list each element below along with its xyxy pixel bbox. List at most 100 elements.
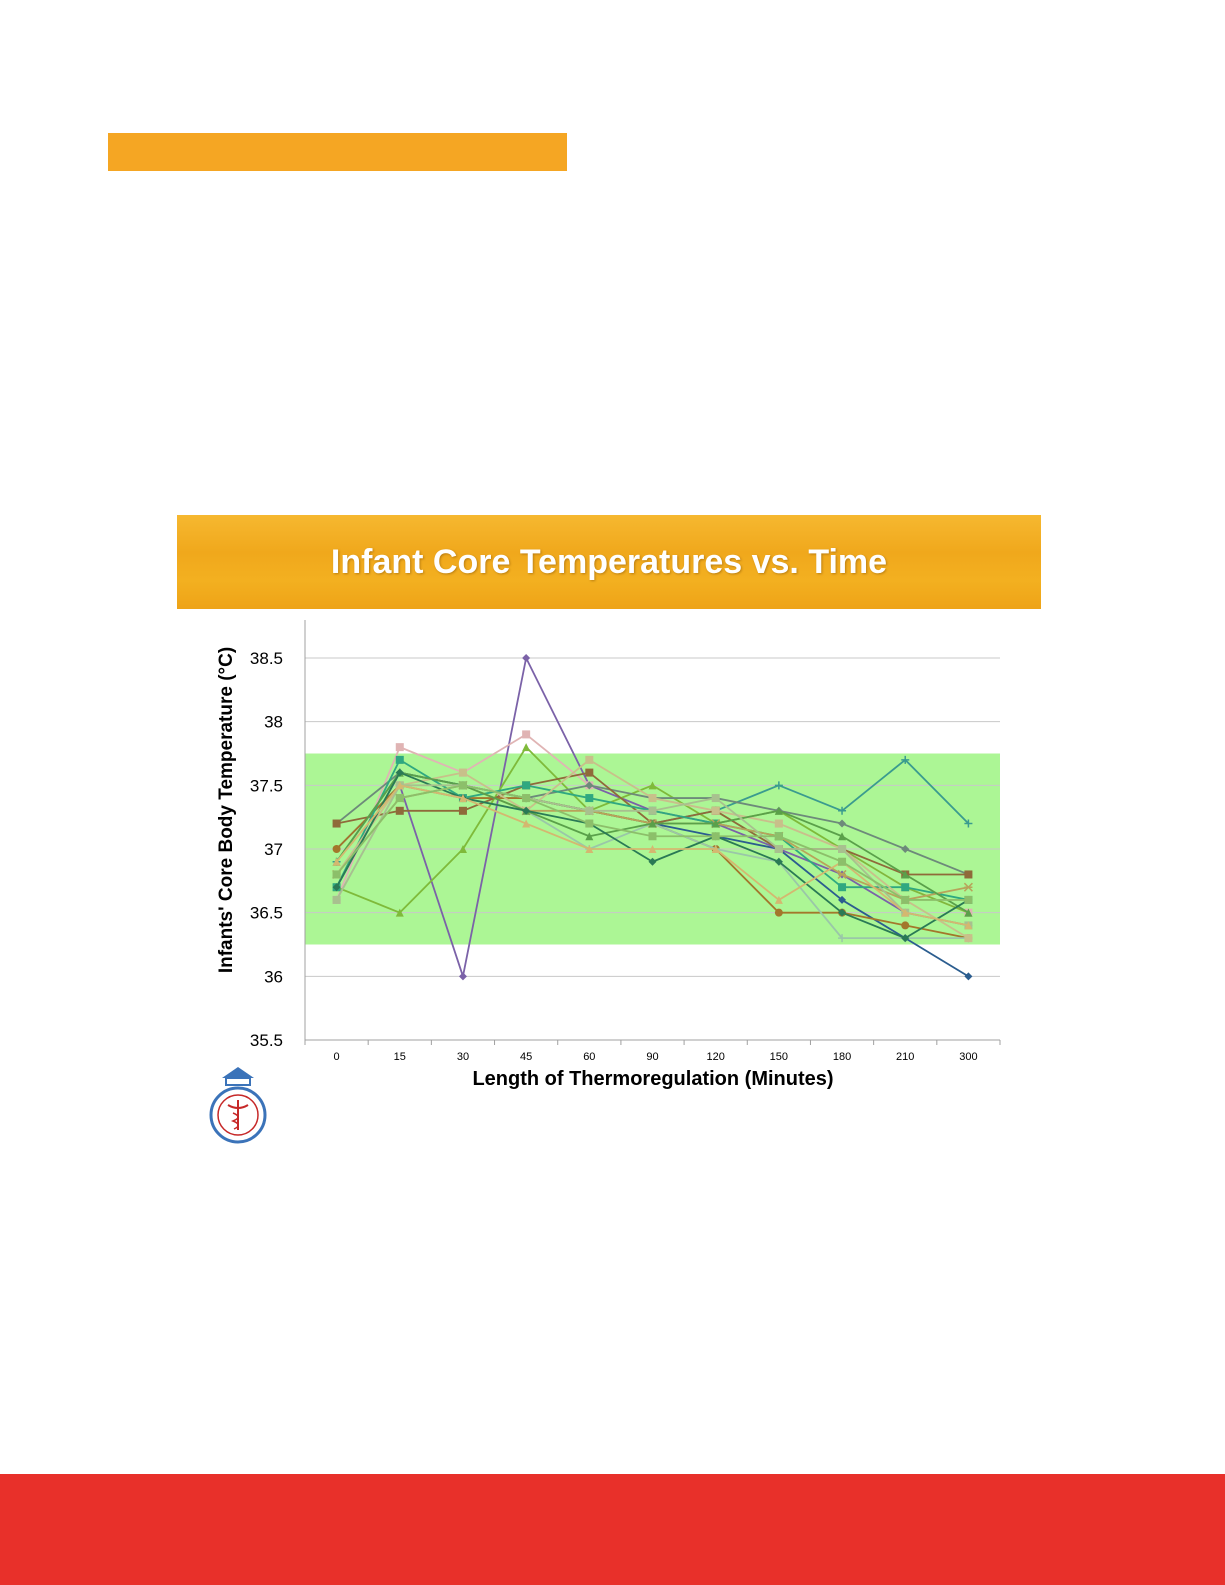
- data-point: [458, 768, 467, 777]
- data-point: [964, 870, 973, 879]
- data-point: [711, 845, 720, 853]
- data-point: [901, 755, 910, 764]
- data-point: [774, 857, 783, 866]
- x-tick-label: 60: [583, 1051, 595, 1063]
- data-point: [901, 870, 910, 879]
- chart-title: Infant Core Temperatures vs. Time: [330, 542, 888, 581]
- seal-inner-ring: [217, 1094, 259, 1136]
- data-point: [774, 908, 783, 917]
- data-point: [648, 794, 657, 803]
- data-point: [774, 781, 783, 790]
- building-icon: [225, 1077, 251, 1086]
- data-point: [901, 895, 910, 904]
- x-tick-label: 0: [334, 1051, 340, 1063]
- data-point: [332, 883, 341, 892]
- data-point: [838, 806, 847, 815]
- data-point: [774, 819, 783, 828]
- data-point: [901, 921, 910, 930]
- data-point: [838, 832, 847, 841]
- data-point: [585, 845, 594, 853]
- caduceus-wings-icon: [227, 1104, 249, 1109]
- data-point: [838, 845, 847, 853]
- roof-icon: [222, 1067, 254, 1078]
- data-point: [711, 806, 720, 815]
- data-point: [964, 908, 973, 917]
- data-point: [711, 819, 720, 828]
- y-tick-label: 37: [264, 840, 283, 859]
- data-point: [522, 654, 531, 662]
- y-tick-label: 36.5: [250, 904, 283, 923]
- data-point: [901, 934, 910, 943]
- data-point: [964, 895, 973, 904]
- data-point: [522, 819, 531, 828]
- data-point: [522, 781, 531, 790]
- data-point: [648, 781, 657, 790]
- data-point: [901, 845, 910, 853]
- data-point: [711, 832, 720, 841]
- data-point: [585, 819, 594, 828]
- footer-bar: [0, 1474, 1225, 1585]
- data-point: [522, 730, 531, 739]
- x-tick-label: 180: [833, 1051, 851, 1063]
- data-point: [585, 781, 594, 790]
- data-point: [901, 883, 910, 892]
- data-point: [395, 806, 404, 815]
- data-point: [458, 794, 467, 803]
- x-axis-title: Length of Thermoregulation (Minutes): [472, 1068, 833, 1090]
- caduceus-snake-icon: [230, 1112, 239, 1130]
- x-tick-label: 15: [394, 1051, 406, 1063]
- y-tick-label: 38: [264, 713, 283, 732]
- data-point: [458, 806, 467, 815]
- data-point: [585, 794, 594, 803]
- data-point: [332, 895, 341, 904]
- data-point: [522, 743, 531, 752]
- data-point: [964, 934, 973, 943]
- data-point: [838, 857, 847, 866]
- data-point: [395, 755, 404, 764]
- data-point: [458, 781, 467, 790]
- data-point: [963, 882, 973, 892]
- data-point: [458, 972, 467, 981]
- data-point: [648, 832, 657, 841]
- data-point: [838, 819, 847, 828]
- data-point: [648, 845, 657, 853]
- data-point: [964, 819, 973, 828]
- header-accent-bar: [108, 133, 567, 171]
- data-point: [332, 819, 341, 828]
- y-axis-title: Infants' Core Body Temperature (°C): [216, 647, 237, 973]
- data-point: [838, 895, 847, 904]
- data-point: [901, 908, 910, 917]
- data-point: [774, 895, 783, 904]
- data-point: [522, 794, 531, 803]
- data-point: [395, 781, 404, 790]
- data-point: [838, 934, 847, 943]
- data-point: [458, 845, 467, 853]
- x-tick-label: 210: [896, 1051, 914, 1063]
- x-tick-label: 150: [770, 1051, 788, 1063]
- institute-seal-logo: [200, 1063, 276, 1145]
- x-tick-label: 30: [457, 1051, 469, 1063]
- y-tick-label: 37.5: [250, 776, 283, 795]
- data-point: [585, 768, 594, 777]
- data-point: [774, 845, 783, 853]
- data-point: [964, 972, 973, 981]
- data-point: [395, 743, 404, 752]
- data-point: [585, 755, 594, 764]
- data-point: [838, 908, 847, 917]
- y-tick-label: 36: [264, 967, 283, 986]
- data-point: [585, 806, 594, 815]
- line-chart: 35.5 36 36.5 37 37.5 38 38.5 0 15 30 45 60 90 120 150…: [195, 620, 1035, 1110]
- data-point: [774, 806, 783, 815]
- data-point: [332, 857, 341, 866]
- chart-canvas: 35.5 36 36.5 37 37.5 38 38.5 0 15 30 45 60 90 120 150…: [216, 620, 1025, 1090]
- data-point: [332, 845, 341, 853]
- y-tick-label: 35.5: [250, 1031, 283, 1050]
- data-point: [395, 794, 404, 803]
- data-point: [585, 832, 594, 841]
- data-point: [648, 806, 657, 815]
- data-point: [774, 832, 783, 841]
- data-point: [522, 806, 531, 815]
- x-tick-label: 300: [959, 1051, 977, 1063]
- y-tick-label: 38.5: [250, 649, 283, 668]
- x-tick-label: 90: [646, 1051, 658, 1063]
